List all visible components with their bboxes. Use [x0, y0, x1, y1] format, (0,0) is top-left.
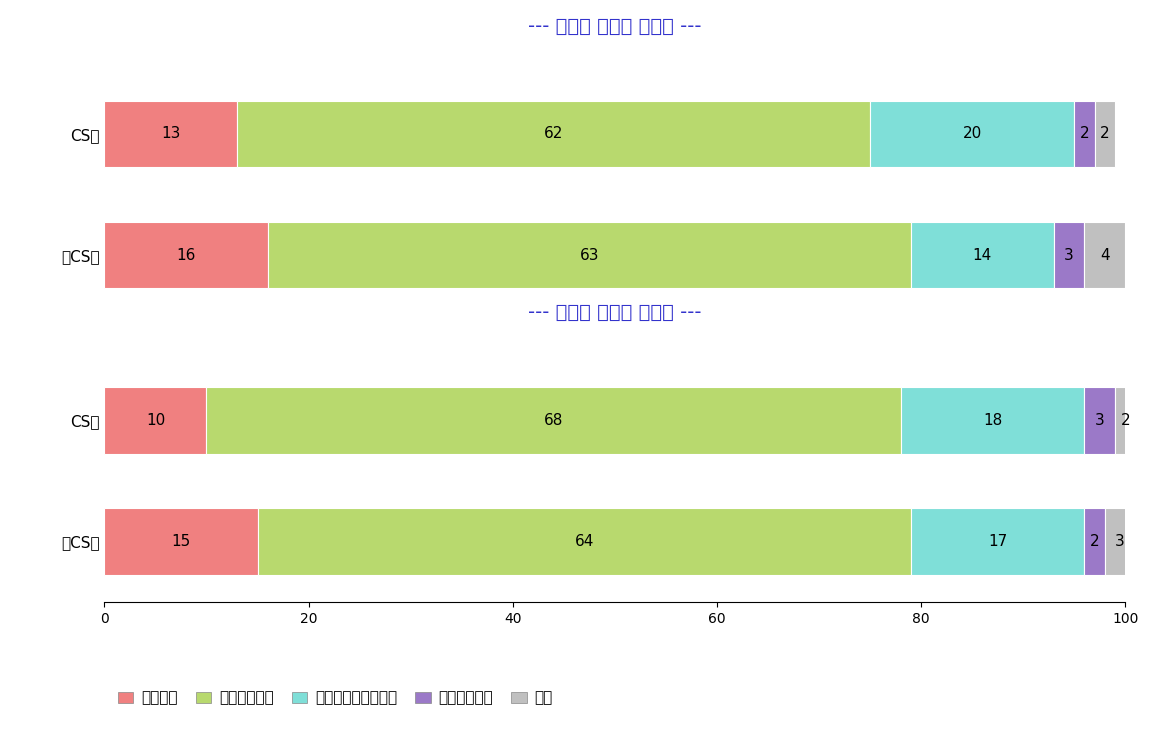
Text: 15: 15	[172, 534, 190, 549]
Bar	[104, 508, 258, 575]
Text: 2: 2	[1100, 126, 1110, 142]
Text: そう思う: そう思う	[154, 483, 188, 498]
Text: あまりそう思わ..そ: あまりそう思わ..そ	[925, 483, 1000, 498]
Legend: そう思う, ややそう思う, あまりそう思わない, そう思わない, 不明: そう思う, ややそう思う, あまりそう思わない, そう思わない, 不明	[113, 685, 559, 712]
Text: ややそう思う: ややそう思う	[519, 483, 568, 498]
Text: 4: 4	[1100, 247, 1110, 263]
Text: 68: 68	[544, 413, 564, 428]
Bar	[104, 222, 268, 288]
Text: 2: 2	[1089, 534, 1100, 549]
Title: --- 以下は 小学校 の結果 ---: --- 以下は 小学校 の結果 ---	[528, 17, 702, 36]
Text: 13: 13	[161, 126, 181, 142]
Text: 63: 63	[580, 247, 599, 263]
Text: 62: 62	[544, 126, 564, 142]
Text: 10: 10	[146, 413, 165, 428]
Bar	[1074, 101, 1095, 167]
Text: 18: 18	[983, 413, 1002, 428]
Text: 64: 64	[574, 534, 594, 549]
Text: 3: 3	[1115, 534, 1125, 549]
Bar	[1053, 222, 1085, 288]
Text: 20: 20	[963, 126, 981, 142]
Bar	[104, 101, 237, 167]
Bar	[911, 222, 1053, 288]
Bar	[1085, 387, 1115, 454]
Text: 2: 2	[1121, 413, 1130, 428]
Bar	[258, 508, 911, 575]
Bar	[104, 387, 206, 454]
Bar	[900, 387, 1085, 454]
Text: 3: 3	[1095, 413, 1104, 428]
Bar	[268, 222, 911, 288]
Bar	[1085, 222, 1125, 288]
Bar	[870, 101, 1074, 167]
Bar	[1095, 101, 1115, 167]
Bar	[911, 508, 1085, 575]
Bar	[1085, 508, 1104, 575]
Text: 3: 3	[1064, 247, 1074, 263]
Bar	[206, 387, 900, 454]
Text: 2: 2	[1080, 126, 1089, 142]
Bar	[1104, 508, 1136, 575]
Text: 16: 16	[176, 247, 196, 263]
Text: 不明: 不明	[1092, 483, 1108, 498]
Bar	[1115, 387, 1136, 454]
Text: 14: 14	[973, 247, 992, 263]
Bar	[237, 101, 870, 167]
Title: --- 以下は 中学校 の結果 ---: --- 以下は 中学校 の結果 ---	[528, 303, 702, 322]
Text: 17: 17	[988, 534, 1007, 549]
